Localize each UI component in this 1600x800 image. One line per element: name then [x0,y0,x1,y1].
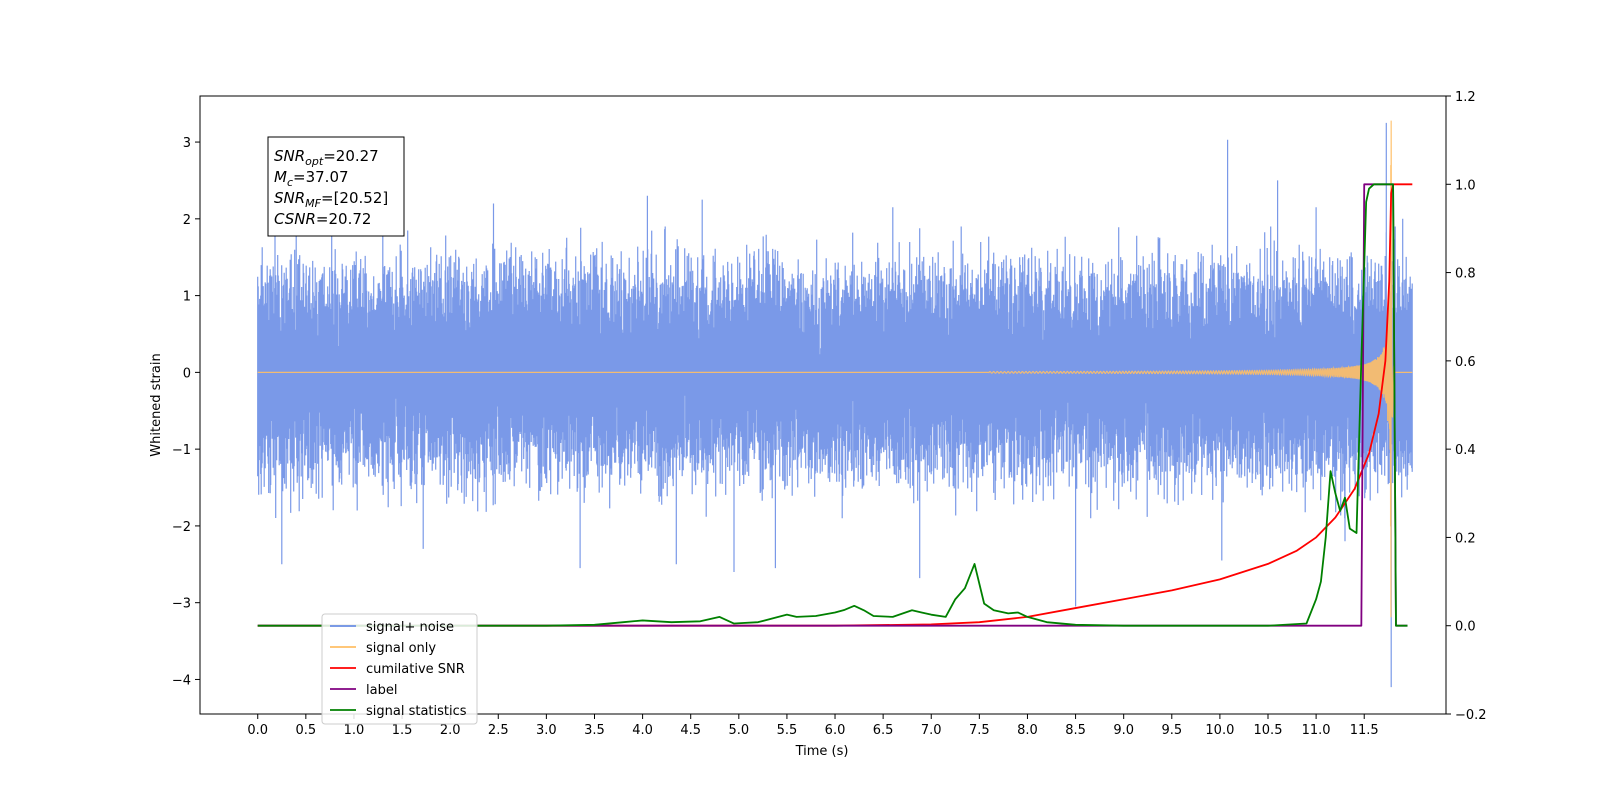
x-tick-label: 11.0 [1302,723,1331,738]
plot-frame [199,95,1447,715]
x-tick-label: 9.5 [1161,723,1182,738]
y-tick-label: 0 [183,366,191,381]
series-layer [257,120,1413,688]
annotation-line: SNRopt=20.27 [274,147,379,168]
annotation-line: CSNR=20.72 [274,210,371,228]
y-axis-left: −4 −3 −2 −1 0 1 2 3 [172,136,200,688]
x-tick-label: 9.0 [1113,723,1134,738]
legend: signal+ noise signal only cumilative SNR la… [321,613,478,725]
x-tick-label: 5.0 [728,723,749,738]
legend-frame [321,613,478,725]
y2-tick-label: 0.4 [1455,443,1476,458]
legend-label: cumilative SNR [366,662,465,677]
y-tick-label: −4 [172,673,191,688]
x-tick-label: 1.0 [344,723,365,738]
annotation-line: SNRMF=[20.52] [274,189,388,210]
x-tick-label: 8.0 [1017,723,1038,738]
metrics-annotation: SNRopt=20.27Mc=37.07SNRMF=[20.52]CSNR=20… [267,136,405,237]
series-signal-noise [257,122,1413,688]
x-tick-label: 10.5 [1254,723,1283,738]
annotation-variable: SNR [274,189,305,207]
x-tick-label: 10.0 [1205,723,1234,738]
x-tick-label: 7.0 [921,723,942,738]
y-tick-label: 2 [183,213,191,228]
annotation-subscript: MF [305,197,321,210]
annotation-variable: M [274,168,287,186]
annotation-variable: SNR [274,147,305,165]
x-axis-label: Time (s) [795,744,849,759]
x-tick-label: 3.5 [584,723,605,738]
y2-tick-label: 0.8 [1455,267,1476,282]
annotation-line: Mc=37.07 [274,168,349,189]
x-tick-label: 7.5 [969,723,990,738]
y2-tick-label: 0.6 [1455,355,1476,370]
x-axis: 0.0 0.5 1.0 1.5 2.0 2.5 3.0 3.5 4.0 4.5 5.0 5.5 6.0 6… [247,714,1379,738]
x-tick-label: 2.0 [440,723,461,738]
legend-label: signal+ noise [366,620,454,635]
x-tick-label: 1.5 [392,723,413,738]
x-tick-label: 11.5 [1350,723,1379,738]
annotation-frame [267,136,405,237]
x-tick-label: 8.5 [1065,723,1086,738]
y2-tick-label: −0.2 [1455,708,1487,723]
x-tick-label: 3.0 [536,723,557,738]
series-cumulative-snr [257,183,1413,627]
legend-label: label [366,683,397,698]
series-signal-statistics [257,183,1408,627]
y-tick-label: −3 [172,597,191,612]
y-tick-label: 1 [183,290,191,305]
annotation-subscript: c [287,176,293,189]
y-tick-label: −2 [172,520,191,535]
y-axis-right: −0.2 0.0 0.2 0.4 0.6 0.8 1.0 1.2 [1446,90,1487,723]
x-tick-label: 0.0 [247,723,268,738]
x-tick-label: 6.5 [873,723,894,738]
x-tick-label: 5.5 [777,723,798,738]
y-axis-label: Whitened strain [149,353,164,456]
x-tick-label: 4.0 [632,723,653,738]
legend-label: signal only [366,641,436,656]
annotation-value: =37.07 [293,168,349,186]
x-tick-label: 4.5 [680,723,701,738]
legend-label: signal statistics [366,704,467,719]
annotation-value: =20.72 [316,210,372,228]
y-tick-label: −1 [172,443,191,458]
y2-tick-label: 0.0 [1455,620,1476,635]
annotation-value: =20.27 [323,147,379,165]
y2-tick-label: 0.2 [1455,531,1476,546]
annotation-value: =[20.52] [321,189,388,207]
y2-tick-label: 1.2 [1455,90,1476,105]
x-tick-label: 0.5 [295,723,316,738]
annotation-subscript: opt [305,155,324,168]
y-tick-label: 3 [183,136,191,151]
x-tick-label: 6.0 [825,723,846,738]
series-signal-only [257,120,1413,618]
y2-tick-label: 1.0 [1455,178,1476,193]
x-tick-label: 2.5 [488,723,509,738]
annotation-variable: CSNR [274,210,316,228]
